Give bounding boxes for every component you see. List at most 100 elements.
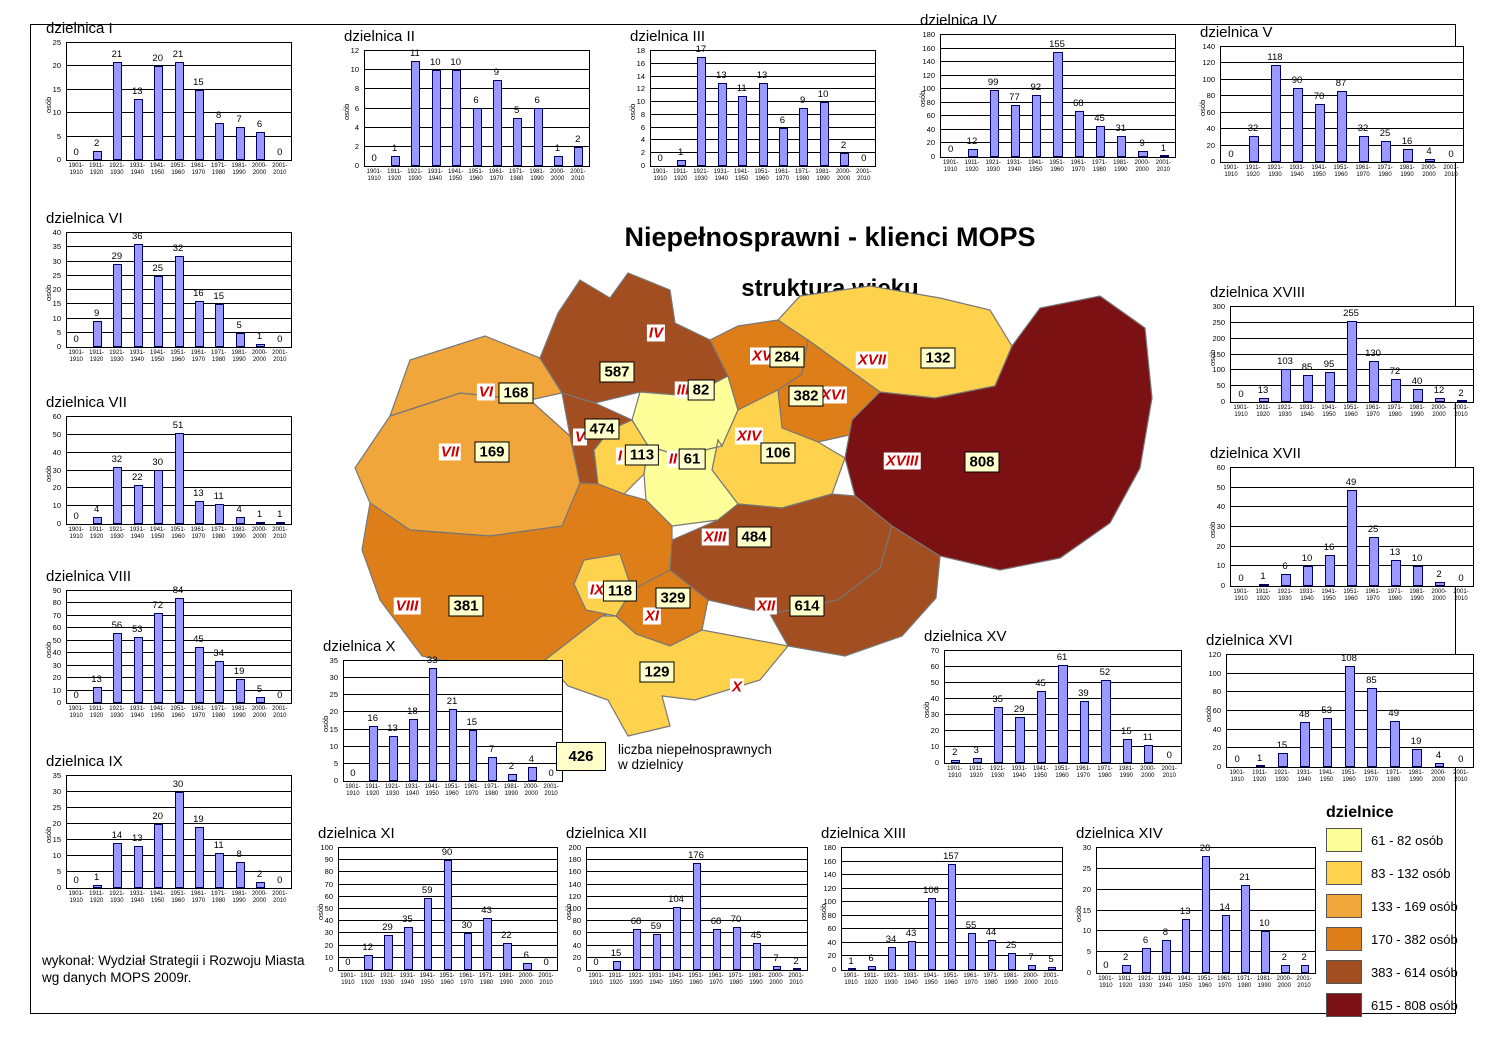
y-axis-tick: 0 xyxy=(1216,762,1221,771)
bar-value-label: 1 xyxy=(1260,571,1266,582)
y-axis-tick: 120 xyxy=(823,883,836,893)
bar xyxy=(1280,965,1290,973)
bar xyxy=(472,108,482,166)
bar-value-label: 68 xyxy=(1072,98,1084,109)
legend-swatch xyxy=(1326,927,1362,951)
x-axis-tick: 2001- 2010 xyxy=(1453,589,1469,602)
bar xyxy=(1322,718,1333,767)
y-axis-tick: 120 xyxy=(1202,58,1215,68)
y-axis-tick: 5 xyxy=(56,131,61,141)
plot-area xyxy=(1230,306,1474,403)
bar-value-label: 28 xyxy=(1199,843,1211,854)
y-axis-tick: 10 xyxy=(324,952,333,962)
bar xyxy=(1122,965,1132,973)
bar-value-label: 43 xyxy=(481,905,492,916)
x-axis-tick: 1981- 1990 xyxy=(231,527,247,540)
bar xyxy=(113,843,123,888)
x-axis-tick: 1961- 1970 xyxy=(190,163,207,176)
bar-value-label: 53 xyxy=(132,624,143,635)
bar-value-label: 4 xyxy=(1426,146,1432,157)
plot-area xyxy=(343,660,563,782)
y-axis-tick: 30 xyxy=(329,673,338,683)
bar-value-label: 53 xyxy=(1321,705,1332,716)
bar-value-label: 13 xyxy=(132,86,143,97)
bar-value-label: 118 xyxy=(1267,52,1283,63)
x-axis-tick: 1911- 1920 xyxy=(89,527,105,540)
bar xyxy=(1345,666,1355,767)
y-axis-tick: 200 xyxy=(1212,333,1225,343)
bar-value-label: 95 xyxy=(1323,359,1335,370)
y-axis-tick: 5 xyxy=(56,867,61,876)
x-axis-tick: 2001- 2010 xyxy=(1453,405,1469,418)
district-numeral-XVII: XVII xyxy=(855,351,889,369)
bar xyxy=(154,824,164,888)
district-numeral-XIV: XIV xyxy=(734,427,764,445)
bar-value-label: 1 xyxy=(93,872,100,883)
x-axis-tick: 1971- 1980 xyxy=(211,706,227,719)
bar xyxy=(256,882,265,888)
bar xyxy=(235,679,245,703)
bar-value-label: 10 xyxy=(1301,553,1313,564)
bar-value-label: 0 xyxy=(1458,573,1464,584)
chart-title: dzielnica XVII xyxy=(1210,445,1301,462)
x-axis-tick: 1941- 1950 xyxy=(448,169,464,182)
bar xyxy=(113,467,123,524)
bar-value-label: 0 xyxy=(1166,750,1172,761)
x-axis-tick: 1961- 1970 xyxy=(1355,165,1371,178)
bar-value-label: 2 xyxy=(93,138,100,149)
map-district-XII xyxy=(769,525,941,657)
x-axis-tick: 1941- 1950 xyxy=(1321,405,1337,418)
y-axis-tick: 160 xyxy=(823,856,836,866)
chart-title: dzielnica XV xyxy=(924,628,1007,645)
y-axis-tick: 40 xyxy=(52,447,61,457)
bar-value-label: 4 xyxy=(236,504,242,515)
bar-value-label: 32 xyxy=(172,243,184,254)
y-axis-tick: 0 xyxy=(1220,397,1225,406)
x-axis-tick: 1951- 1960 xyxy=(439,973,455,986)
y-axis-tick: 0 xyxy=(831,965,836,974)
bar-value-label: 8 xyxy=(236,849,242,860)
y-axis-label: osób xyxy=(1208,521,1217,538)
gridline xyxy=(365,50,589,51)
bar xyxy=(1435,398,1445,402)
y-axis-tick: 300 xyxy=(1212,302,1225,311)
bar xyxy=(448,709,458,781)
x-axis-tick: 1921- 1930 xyxy=(407,169,423,182)
x-axis-tick: 1971- 1980 xyxy=(211,527,227,540)
bar xyxy=(778,128,788,166)
chart-title: dzielnica I xyxy=(46,20,113,37)
x-axis-tick: 1911- 1920 xyxy=(89,706,105,719)
bar xyxy=(1337,91,1347,162)
bar-value-label: 21 xyxy=(1239,872,1250,883)
gridline xyxy=(339,859,557,861)
bar-value-label: 20 xyxy=(152,53,163,64)
bar xyxy=(428,668,438,781)
y-axis-tick: 70 xyxy=(324,879,333,889)
x-axis-tick: 1971- 1980 xyxy=(211,350,227,363)
bar-value-label: 9 xyxy=(493,67,500,78)
chart-dzielnica-v: dzielnica V 0 20 40 60 80 100 120 140 osób 0 1901- 1… xyxy=(1192,24,1468,189)
x-axis-tick: 1901- 1910 xyxy=(68,706,84,719)
y-axis-label: osób xyxy=(628,103,637,120)
gridline xyxy=(842,860,1062,862)
y-axis-tick: 80 xyxy=(926,97,935,107)
y-axis-tick: 140 xyxy=(823,870,836,880)
bar-value-label: 45 xyxy=(1094,113,1105,124)
district-numeral-XIII: XIII xyxy=(701,528,729,546)
chart-title: dzielnica VIII xyxy=(46,568,132,585)
bar xyxy=(1015,717,1025,763)
x-axis-tick: 1971- 1980 xyxy=(211,891,227,904)
bar-value-label: 11 xyxy=(213,491,224,502)
bar xyxy=(993,707,1004,763)
plot-area xyxy=(1220,46,1464,163)
x-axis-tick: 1961- 1970 xyxy=(963,973,979,986)
y-axis-tick: 20 xyxy=(1082,884,1091,894)
y-axis-tick: 40 xyxy=(827,937,836,947)
bar-value-label: 2 xyxy=(508,761,515,772)
bar xyxy=(404,927,413,970)
bar-value-label: 9 xyxy=(93,308,100,319)
x-axis-tick: 2001- 2010 xyxy=(1453,770,1469,783)
district-value-IV: 587 xyxy=(599,361,635,383)
bar-value-label: 0 xyxy=(1228,149,1234,160)
